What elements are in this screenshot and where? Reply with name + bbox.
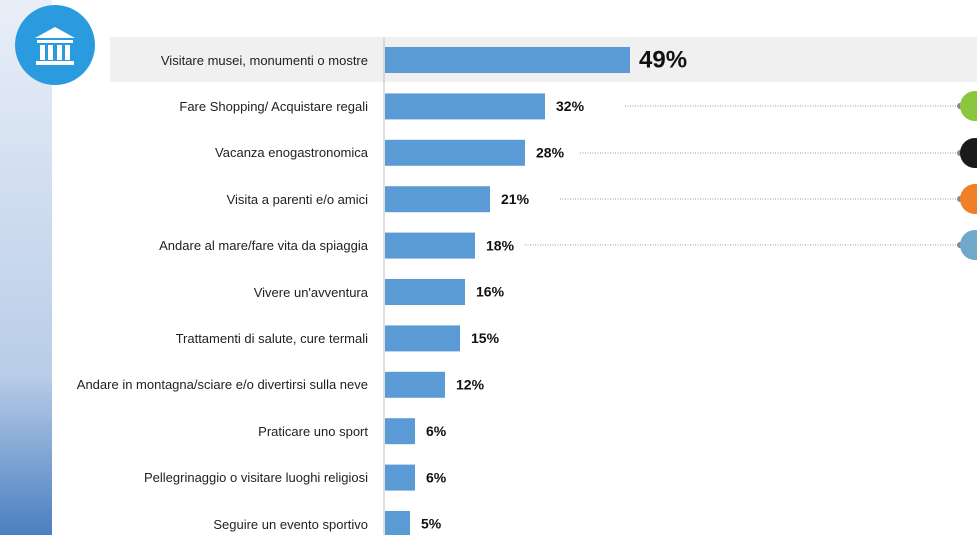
category-label: Praticare uno sport [258,423,368,439]
food-icon [960,138,977,168]
value-label: 6% [426,423,447,439]
category-label: Vivere un'avventura [253,284,368,300]
value-label: 12% [456,377,485,393]
value-label: 28% [536,145,565,161]
bar [385,279,465,305]
value-label: 18% [486,237,515,253]
category-label: Visita a parenti e/o amici [226,191,368,207]
category-label: Visitare musei, monumenti o mostre [160,52,368,68]
category-label: Andare in montagna/sciare e/o divertirsi… [76,377,368,393]
museum-glyph [35,27,75,65]
category-label: Seguire un evento sportivo [213,516,368,532]
value-label: 49% [639,46,687,73]
bar [385,464,415,491]
category-label: Fare Shopping/ Acquistare regali [179,98,368,114]
bar [385,232,475,259]
category-label: Pellegrinaggio o visitare luoghi religio… [143,470,368,486]
value-label: 16% [476,284,505,300]
bar [385,371,445,398]
bar [385,418,415,445]
value-label: 15% [471,330,500,346]
bar [385,325,460,352]
value-label: 6% [426,469,447,485]
value-label: 21% [501,191,530,207]
museum-icon [15,5,95,85]
bar [385,511,410,535]
bar [385,47,630,73]
family-icon [960,184,977,214]
category-label: Trattamenti di salute, cure termali [175,330,368,346]
category-label: Vacanza enogastronomica [215,145,368,161]
value-label: 5% [421,516,442,532]
leader-lines [525,103,963,248]
side-strip [0,0,52,535]
bar [385,139,525,166]
value-label: 32% [556,98,585,114]
beach-icon [960,230,977,260]
category-label: Andare al mare/fare vita da spiaggia [159,238,368,254]
bar [385,93,545,120]
shopping-icon [960,91,977,121]
bar [385,186,490,213]
